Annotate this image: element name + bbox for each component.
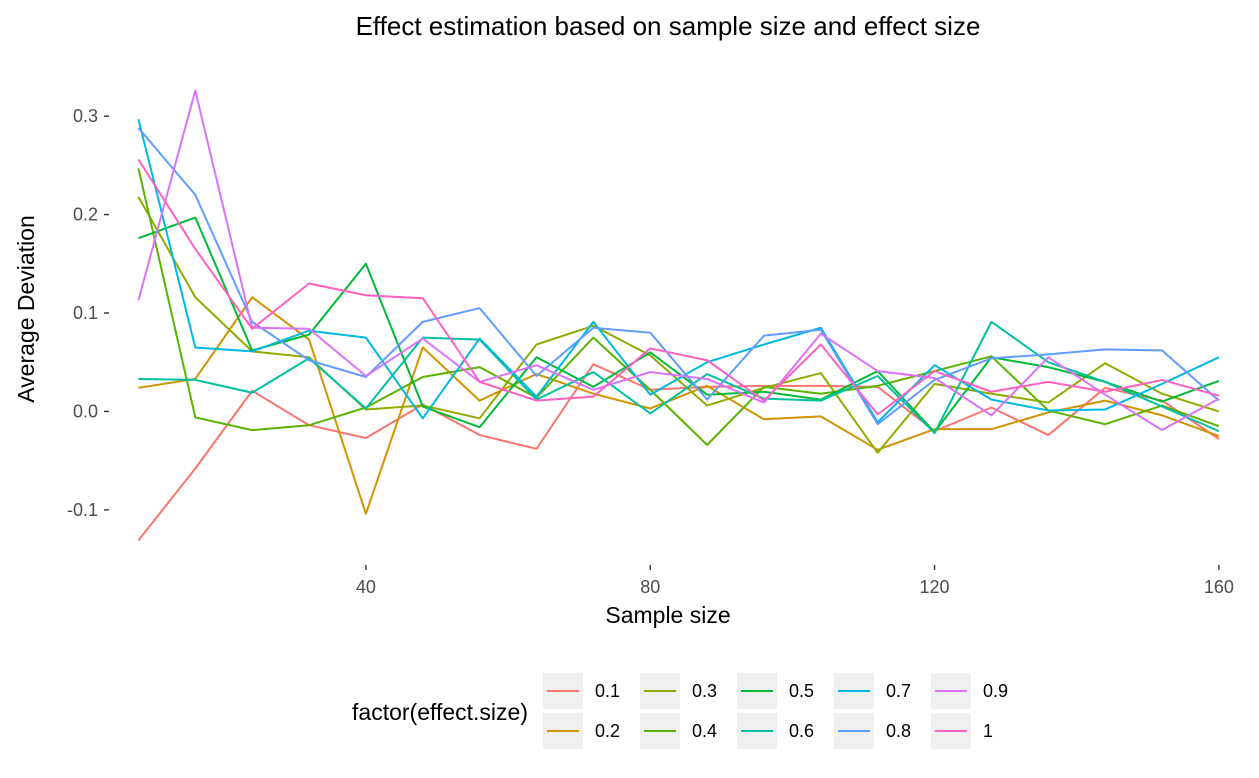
legend-label: 0.3 bbox=[692, 681, 717, 701]
legend: factor(effect.size) 0.1 0.2 0.3 0.4 0.5 0.6 0.… bbox=[352, 673, 1008, 749]
legend-label: 0.6 bbox=[789, 721, 814, 741]
series-line-0-1 bbox=[137, 363, 1220, 542]
series-line-0-4 bbox=[137, 168, 1220, 446]
legend-label: 0.4 bbox=[692, 721, 717, 741]
legend-label: 0.1 bbox=[595, 681, 620, 701]
legend-label: 0.9 bbox=[983, 681, 1008, 701]
legend-label: 0.2 bbox=[595, 721, 620, 741]
series-line-0-9 bbox=[137, 89, 1220, 432]
y-tick-label: 0.2 bbox=[73, 205, 98, 225]
x-tick-label: 160 bbox=[1204, 577, 1234, 597]
series-line-0-8 bbox=[137, 127, 1220, 426]
x-tick-label: 80 bbox=[640, 577, 660, 597]
series-line-0-7 bbox=[137, 118, 1220, 424]
x-tick-label: 40 bbox=[356, 577, 376, 597]
legend-title: factor(effect.size) bbox=[352, 699, 528, 725]
legend-label: 1 bbox=[983, 721, 993, 741]
legend-label: 0.8 bbox=[886, 721, 911, 741]
y-axis: -0.1 0.0 0.1 0.2 0.3 bbox=[67, 106, 109, 520]
y-tick-label: 0.1 bbox=[73, 303, 98, 323]
y-tick-label: 0.0 bbox=[73, 401, 98, 421]
series-line-1 bbox=[137, 158, 1220, 416]
x-axis-title: Sample size bbox=[605, 602, 730, 628]
x-tick-label: 120 bbox=[920, 577, 950, 597]
chart-title: Effect estimation based on sample size a… bbox=[356, 11, 981, 41]
series-line-0-3 bbox=[137, 196, 1220, 454]
series-line-0-2 bbox=[138, 296, 1220, 515]
y-tick-label: -0.1 bbox=[67, 500, 98, 520]
y-axis-title: Average Deviation bbox=[13, 215, 39, 403]
x-axis: 40 80 120 160 bbox=[356, 565, 1234, 597]
series-line-0-5 bbox=[138, 216, 1220, 434]
legend-label: 0.7 bbox=[886, 681, 911, 701]
plot-area bbox=[137, 89, 1220, 542]
y-tick-label: 0.3 bbox=[73, 106, 98, 126]
legend-label: 0.5 bbox=[789, 681, 814, 701]
